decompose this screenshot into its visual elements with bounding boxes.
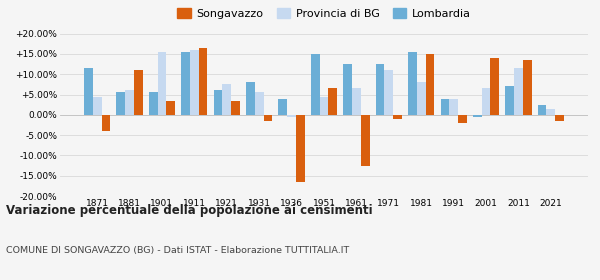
Bar bbox=[181, 52, 190, 115]
Bar bbox=[505, 87, 514, 115]
Bar bbox=[246, 82, 255, 115]
Bar bbox=[255, 92, 263, 115]
Bar bbox=[93, 97, 101, 115]
Bar bbox=[166, 101, 175, 115]
Bar bbox=[328, 88, 337, 115]
Bar bbox=[278, 99, 287, 115]
Bar bbox=[425, 54, 434, 115]
Bar bbox=[417, 82, 425, 115]
Bar bbox=[523, 60, 532, 115]
Bar bbox=[555, 115, 564, 121]
Bar bbox=[458, 115, 467, 123]
Bar bbox=[296, 115, 305, 182]
Bar bbox=[190, 50, 199, 115]
Bar bbox=[482, 88, 490, 115]
Bar bbox=[125, 90, 134, 115]
Bar bbox=[116, 92, 125, 115]
Bar bbox=[134, 70, 143, 115]
Legend: Songavazzo, Provincia di BG, Lombardia: Songavazzo, Provincia di BG, Lombardia bbox=[173, 3, 475, 23]
Bar bbox=[263, 115, 272, 121]
Bar bbox=[376, 64, 385, 115]
Bar bbox=[547, 109, 555, 115]
Bar bbox=[320, 97, 328, 115]
Bar bbox=[343, 64, 352, 115]
Text: COMUNE DI SONGAVAZZO (BG) - Dati ISTAT - Elaborazione TUTTITALIA.IT: COMUNE DI SONGAVAZZO (BG) - Dati ISTAT -… bbox=[6, 246, 349, 255]
Bar bbox=[449, 99, 458, 115]
Bar bbox=[473, 115, 482, 117]
Bar bbox=[158, 52, 166, 115]
Bar bbox=[514, 68, 523, 115]
Bar bbox=[352, 88, 361, 115]
Bar bbox=[231, 101, 240, 115]
Bar bbox=[385, 70, 393, 115]
Bar bbox=[490, 58, 499, 115]
Bar bbox=[311, 54, 320, 115]
Bar bbox=[214, 90, 223, 115]
Bar bbox=[408, 52, 417, 115]
Bar bbox=[101, 115, 110, 131]
Bar bbox=[393, 115, 402, 119]
Bar bbox=[84, 68, 93, 115]
Bar bbox=[287, 115, 296, 117]
Bar bbox=[223, 84, 231, 115]
Bar bbox=[149, 92, 158, 115]
Bar bbox=[538, 105, 547, 115]
Bar bbox=[440, 99, 449, 115]
Bar bbox=[199, 48, 208, 115]
Bar bbox=[361, 115, 370, 165]
Text: Variazione percentuale della popolazione ai censimenti: Variazione percentuale della popolazione… bbox=[6, 204, 373, 217]
